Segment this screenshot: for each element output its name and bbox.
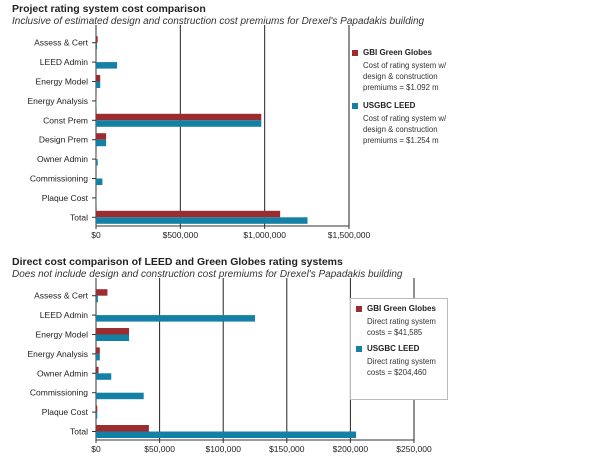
y-tick-label: Commissioning <box>30 174 88 184</box>
y-tick-label: Assess & Cert <box>34 291 88 301</box>
plot-area: $0 $50,000 $100,000 $150,000 $200,000 $250,00… <box>28 278 432 454</box>
bar-gbi <box>96 152 97 160</box>
legend-swatch-gbi <box>352 50 358 56</box>
bar-leed <box>96 81 101 88</box>
chart-title: Direct cost comparison of LEED and Green… <box>12 256 343 268</box>
y-tick-label: Total <box>70 427 88 437</box>
bar-gbi <box>96 36 98 43</box>
y-tick-label: Energy Model <box>36 77 89 87</box>
x-tick-label: $200,000 <box>333 444 369 454</box>
bar-leed <box>96 120 262 127</box>
bar-leed <box>96 392 144 400</box>
y-tick-label: Design Prem <box>39 135 88 145</box>
bar-leed <box>96 100 97 108</box>
chart-rating-cost-comparison: Project rating system cost comparison In… <box>12 3 462 240</box>
bar-leed <box>96 353 100 361</box>
bar-gbi <box>96 133 107 140</box>
bar-gbi <box>96 328 130 335</box>
y-tick-label: Energy Analysis <box>28 96 88 106</box>
legend-swatch-leed <box>356 346 362 352</box>
legend-label: GBI Green Globes <box>363 48 432 57</box>
bar-leed <box>96 431 357 438</box>
bar-leed <box>96 178 103 185</box>
bar-gbi <box>96 75 101 82</box>
legend: GBI Green Globes Direct rating system co… <box>350 298 448 400</box>
bar-gbi <box>96 425 149 432</box>
bar-leed <box>96 42 98 50</box>
y-tick-label: Energy Analysis <box>28 349 88 359</box>
y-tick-label: Plaque Cost <box>42 193 89 203</box>
x-tick-label: $0 <box>91 230 101 240</box>
bar-leed <box>96 139 107 147</box>
x-tick-label: $500,000 <box>163 230 199 240</box>
bar-gbi <box>96 94 97 101</box>
legend-swatch-gbi <box>356 306 362 312</box>
y-tick-label: Commissioning <box>30 388 88 398</box>
chart-subtitle: Inclusive of estimated design and constr… <box>12 16 425 27</box>
x-tick-label: $50,000 <box>144 444 175 454</box>
legend-description: Direct rating system costs = $41,585 <box>367 317 436 337</box>
bar-gbi <box>96 366 99 374</box>
x-tick-label: $0 <box>91 444 101 454</box>
bar-gbi <box>96 347 100 354</box>
bar-leed <box>96 217 308 224</box>
bar-leed <box>96 334 130 341</box>
legend-description: Direct rating system costs = $204,460 <box>367 357 436 377</box>
chart-title: Project rating system cost comparison <box>12 3 206 15</box>
legend-swatch-leed <box>352 103 358 109</box>
y-tick-label: Energy Model <box>36 330 89 340</box>
y-tick-label: LEED Admin <box>40 310 88 320</box>
y-tick-label: Total <box>70 212 88 222</box>
bar-gbi <box>96 289 108 296</box>
bar-gbi <box>96 405 98 413</box>
bar-gbi <box>96 210 281 218</box>
legend-description: Cost of rating system w/ design & constr… <box>363 61 447 92</box>
bar-leed <box>96 159 98 166</box>
legend-label: GBI Green Globes <box>367 304 436 313</box>
bar-leed <box>96 373 112 380</box>
bar-leed <box>96 412 98 419</box>
y-tick-label: Owner Admin <box>37 154 88 164</box>
chart-subtitle: Does not include design and construction… <box>12 269 403 280</box>
legend-label: USGBC LEED <box>363 101 416 110</box>
x-tick-label: $1,000,000 <box>243 230 286 240</box>
x-tick-label: $150,000 <box>269 444 305 454</box>
x-tick-label: $1,500,000 <box>328 230 371 240</box>
chart-direct-cost-comparison: Direct cost comparison of LEED and Green… <box>0 252 600 470</box>
y-tick-label: Assess & Cert <box>34 38 88 48</box>
legend: GBI Green Globes Cost of rating system w… <box>352 48 462 158</box>
y-tick-label: Plaque Cost <box>42 407 89 417</box>
plot-area: $0 $500,000 $1,000,000 $1,500,000 Assess & C… <box>28 25 371 240</box>
bar-leed <box>96 62 118 69</box>
legend-label: USGBC LEED <box>367 344 420 353</box>
bar-leed <box>96 315 255 322</box>
y-tick-label: LEED Admin <box>40 57 88 67</box>
x-tick-label: $250,000 <box>396 444 432 454</box>
x-tick-label: $100,000 <box>205 444 241 454</box>
y-tick-label: Const Prem <box>43 115 88 125</box>
y-tick-label: Owner Admin <box>37 368 88 378</box>
bar-gbi <box>96 113 262 121</box>
bar-leed <box>96 295 98 303</box>
legend-description: Cost of rating system w/ design & constr… <box>363 114 447 145</box>
